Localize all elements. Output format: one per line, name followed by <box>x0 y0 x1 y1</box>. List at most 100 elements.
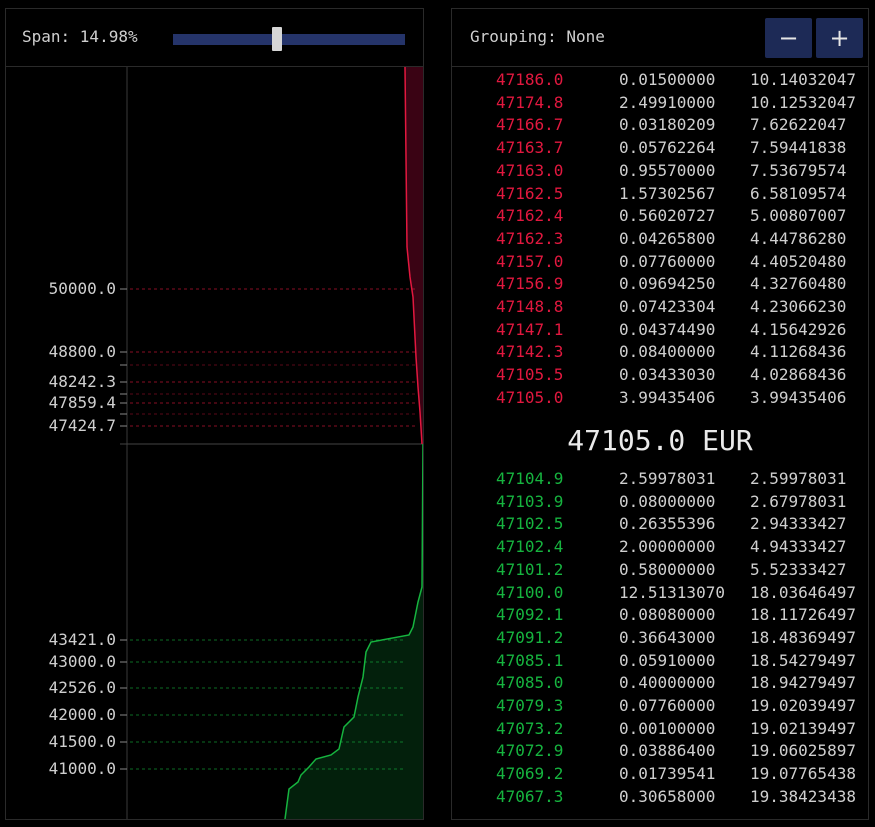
ask-amount: 0.95570000 <box>619 160 716 180</box>
ask-total: 5.00807007 <box>750 206 847 226</box>
bid-amount: 0.36643000 <box>619 627 716 647</box>
ask-price: 47142.3 <box>496 342 564 362</box>
ask-price: 47148.8 <box>496 297 564 316</box>
bid-price: 47069.2 <box>496 764 564 784</box>
ask-price: 47163.0 <box>496 160 564 180</box>
ask-price: 47166.7 <box>496 115 564 135</box>
ask-row[interactable]: 47105.0 3.99435406 3.99435406 <box>452 386 868 409</box>
ask-price: 47162.5 <box>496 183 564 203</box>
panel-gap <box>424 8 451 820</box>
bid-total: 19.02139497 <box>750 718 856 738</box>
ask-total: 7.62622047 <box>750 115 847 135</box>
ask-row[interactable]: 47166.7 0.03180209 7.62622047 <box>452 113 868 136</box>
ask-price: 47162.3 <box>496 228 564 248</box>
ask-amount: 0.03180209 <box>619 115 716 135</box>
bid-row[interactable]: 47069.2 0.01739541 19.07765438 <box>452 762 868 785</box>
depth-chart-panel: Span: 14.98% 50000.0 48800.0 48242.3 47859.… <box>5 8 424 820</box>
bid-total: 18.48369497 <box>750 627 856 647</box>
increase-grouping-button[interactable]: + <box>816 18 863 58</box>
order-book-panel: Grouping: None − + 47186.0 0.01500000 10.1… <box>451 8 869 820</box>
bid-row[interactable]: 47102.4 2.00000000 4.94333427 <box>452 535 868 558</box>
bid-row[interactable]: 47091.2 0.36643000 18.48369497 <box>452 626 868 649</box>
ask-row[interactable]: 47157.0 0.07760000 4.40520480 <box>452 250 868 273</box>
bid-row[interactable]: 47100.0 12.51313070 18.03646497 <box>452 581 868 604</box>
bid-amount: 0.08000000 <box>619 491 716 511</box>
ask-row[interactable]: 47174.8 2.49910000 10.12532047 <box>452 91 868 114</box>
ask-row[interactable]: 47156.9 0.09694250 4.32760480 <box>452 272 868 295</box>
ask-total: 4.15642926 <box>750 319 847 339</box>
ask-row[interactable]: 47147.1 0.04374490 4.15642926 <box>452 318 868 341</box>
span-slider-track[interactable] <box>173 34 405 45</box>
ask-total: 4.40520480 <box>750 251 847 271</box>
ask-row[interactable]: 47162.3 0.04265800 4.44786280 <box>452 227 868 250</box>
ask-total: 4.02868436 <box>750 365 847 385</box>
ask-price: 47162.4 <box>496 206 564 226</box>
ask-amount: 1.57302567 <box>619 183 716 203</box>
span-slider-thumb[interactable] <box>272 27 282 51</box>
ask-price: 47105.0 <box>496 387 564 407</box>
order-book-header: Grouping: None − + <box>452 9 868 67</box>
bid-amount: 0.00100000 <box>619 718 716 738</box>
bid-row[interactable]: 47102.5 0.26355396 2.94333427 <box>452 512 868 535</box>
decrease-grouping-button[interactable]: − <box>765 18 812 58</box>
bid-total: 19.02039497 <box>750 696 856 715</box>
ask-total: 4.32760480 <box>750 274 847 294</box>
bid-amount: 0.40000000 <box>619 673 716 693</box>
bid-price: 47072.9 <box>496 741 564 761</box>
bid-depth-line <box>284 443 423 819</box>
ask-row[interactable]: 47162.5 1.57302567 6.58109574 <box>452 182 868 205</box>
ask-amount: 0.03433030 <box>619 365 716 385</box>
bid-row[interactable]: 47085.0 0.40000000 18.94279497 <box>452 671 868 694</box>
ask-total: 10.12532047 <box>750 92 856 112</box>
bid-row[interactable]: 47085.1 0.05910000 18.54279497 <box>452 649 868 672</box>
ask-price: 47147.1 <box>496 319 564 339</box>
bid-total: 18.54279497 <box>750 650 856 670</box>
bid-row[interactable]: 47073.2 0.00100000 19.02139497 <box>452 717 868 740</box>
ask-row[interactable]: 47148.8 0.07423304 4.23066230 <box>452 295 868 318</box>
ask-total: 10.14032047 <box>750 70 856 89</box>
ask-row[interactable]: 47163.7 0.05762264 7.59441838 <box>452 136 868 159</box>
bid-row[interactable]: 47104.9 2.59978031 2.59978031 <box>452 467 868 490</box>
ask-row[interactable]: 47162.4 0.56020727 5.00807007 <box>452 204 868 227</box>
ask-price: 47157.0 <box>496 251 564 271</box>
ask-price: 47163.7 <box>496 138 564 158</box>
bid-price: 47085.1 <box>496 650 564 670</box>
bid-row[interactable]: 47092.1 0.08080000 18.11726497 <box>452 603 868 626</box>
grouping-label: Grouping: None <box>470 27 605 46</box>
bid-row[interactable]: 47103.9 0.08000000 2.67978031 <box>452 490 868 513</box>
bid-total: 18.11726497 <box>750 605 856 625</box>
ask-amount: 0.01500000 <box>619 70 716 89</box>
bid-row[interactable]: 47101.2 0.58000000 5.52333427 <box>452 558 868 581</box>
bid-price-label: 42526.0 <box>49 678 116 697</box>
ask-price-label: 48800.0 <box>49 342 116 361</box>
bid-total: 4.94333427 <box>750 537 847 557</box>
bid-row[interactable]: 47079.3 0.07760000 19.02039497 <box>452 694 868 717</box>
bid-row[interactable]: 47072.9 0.03886400 19.06025897 <box>452 739 868 762</box>
ask-row[interactable]: 47105.5 0.03433030 4.02868436 <box>452 363 868 386</box>
bid-price: 47067.3 <box>496 786 564 806</box>
bid-price-label: 42000.0 <box>49 705 116 724</box>
bid-price: 47073.2 <box>496 718 564 738</box>
ask-amount: 0.56020727 <box>619 206 716 226</box>
ask-row[interactable]: 47163.0 0.95570000 7.53679574 <box>452 159 868 182</box>
ask-price-label: 47859.4 <box>49 393 116 412</box>
ask-depth-area <box>405 67 423 444</box>
bid-row[interactable]: 47067.3 0.30658000 19.38423438 <box>452 785 868 808</box>
ask-amount: 2.49910000 <box>619 92 716 112</box>
bid-price: 47102.4 <box>496 537 564 557</box>
ask-row[interactable]: 47186.0 0.01500000 10.14032047 <box>452 68 868 91</box>
ask-row[interactable]: 47142.3 0.08400000 4.11268436 <box>452 340 868 363</box>
bid-price-label: 43000.0 <box>49 652 116 671</box>
bid-total: 18.03646497 <box>750 582 856 602</box>
ask-amount: 0.04374490 <box>619 319 716 339</box>
ask-price: 47174.8 <box>496 92 564 112</box>
bid-total: 18.94279497 <box>750 673 856 693</box>
ask-amount: 0.07760000 <box>619 251 716 271</box>
ask-amount: 3.99435406 <box>619 387 716 407</box>
span-label: Span: 14.98% <box>22 27 138 46</box>
bid-total: 2.94333427 <box>750 514 847 534</box>
ask-price: 47156.9 <box>496 274 564 294</box>
depth-chart: 50000.0 48800.0 48242.3 47859.4 47424.7 43421… <box>49 67 423 819</box>
bid-price: 47104.9 <box>496 469 564 488</box>
depth-chart-header: Span: 14.98% <box>6 9 423 67</box>
